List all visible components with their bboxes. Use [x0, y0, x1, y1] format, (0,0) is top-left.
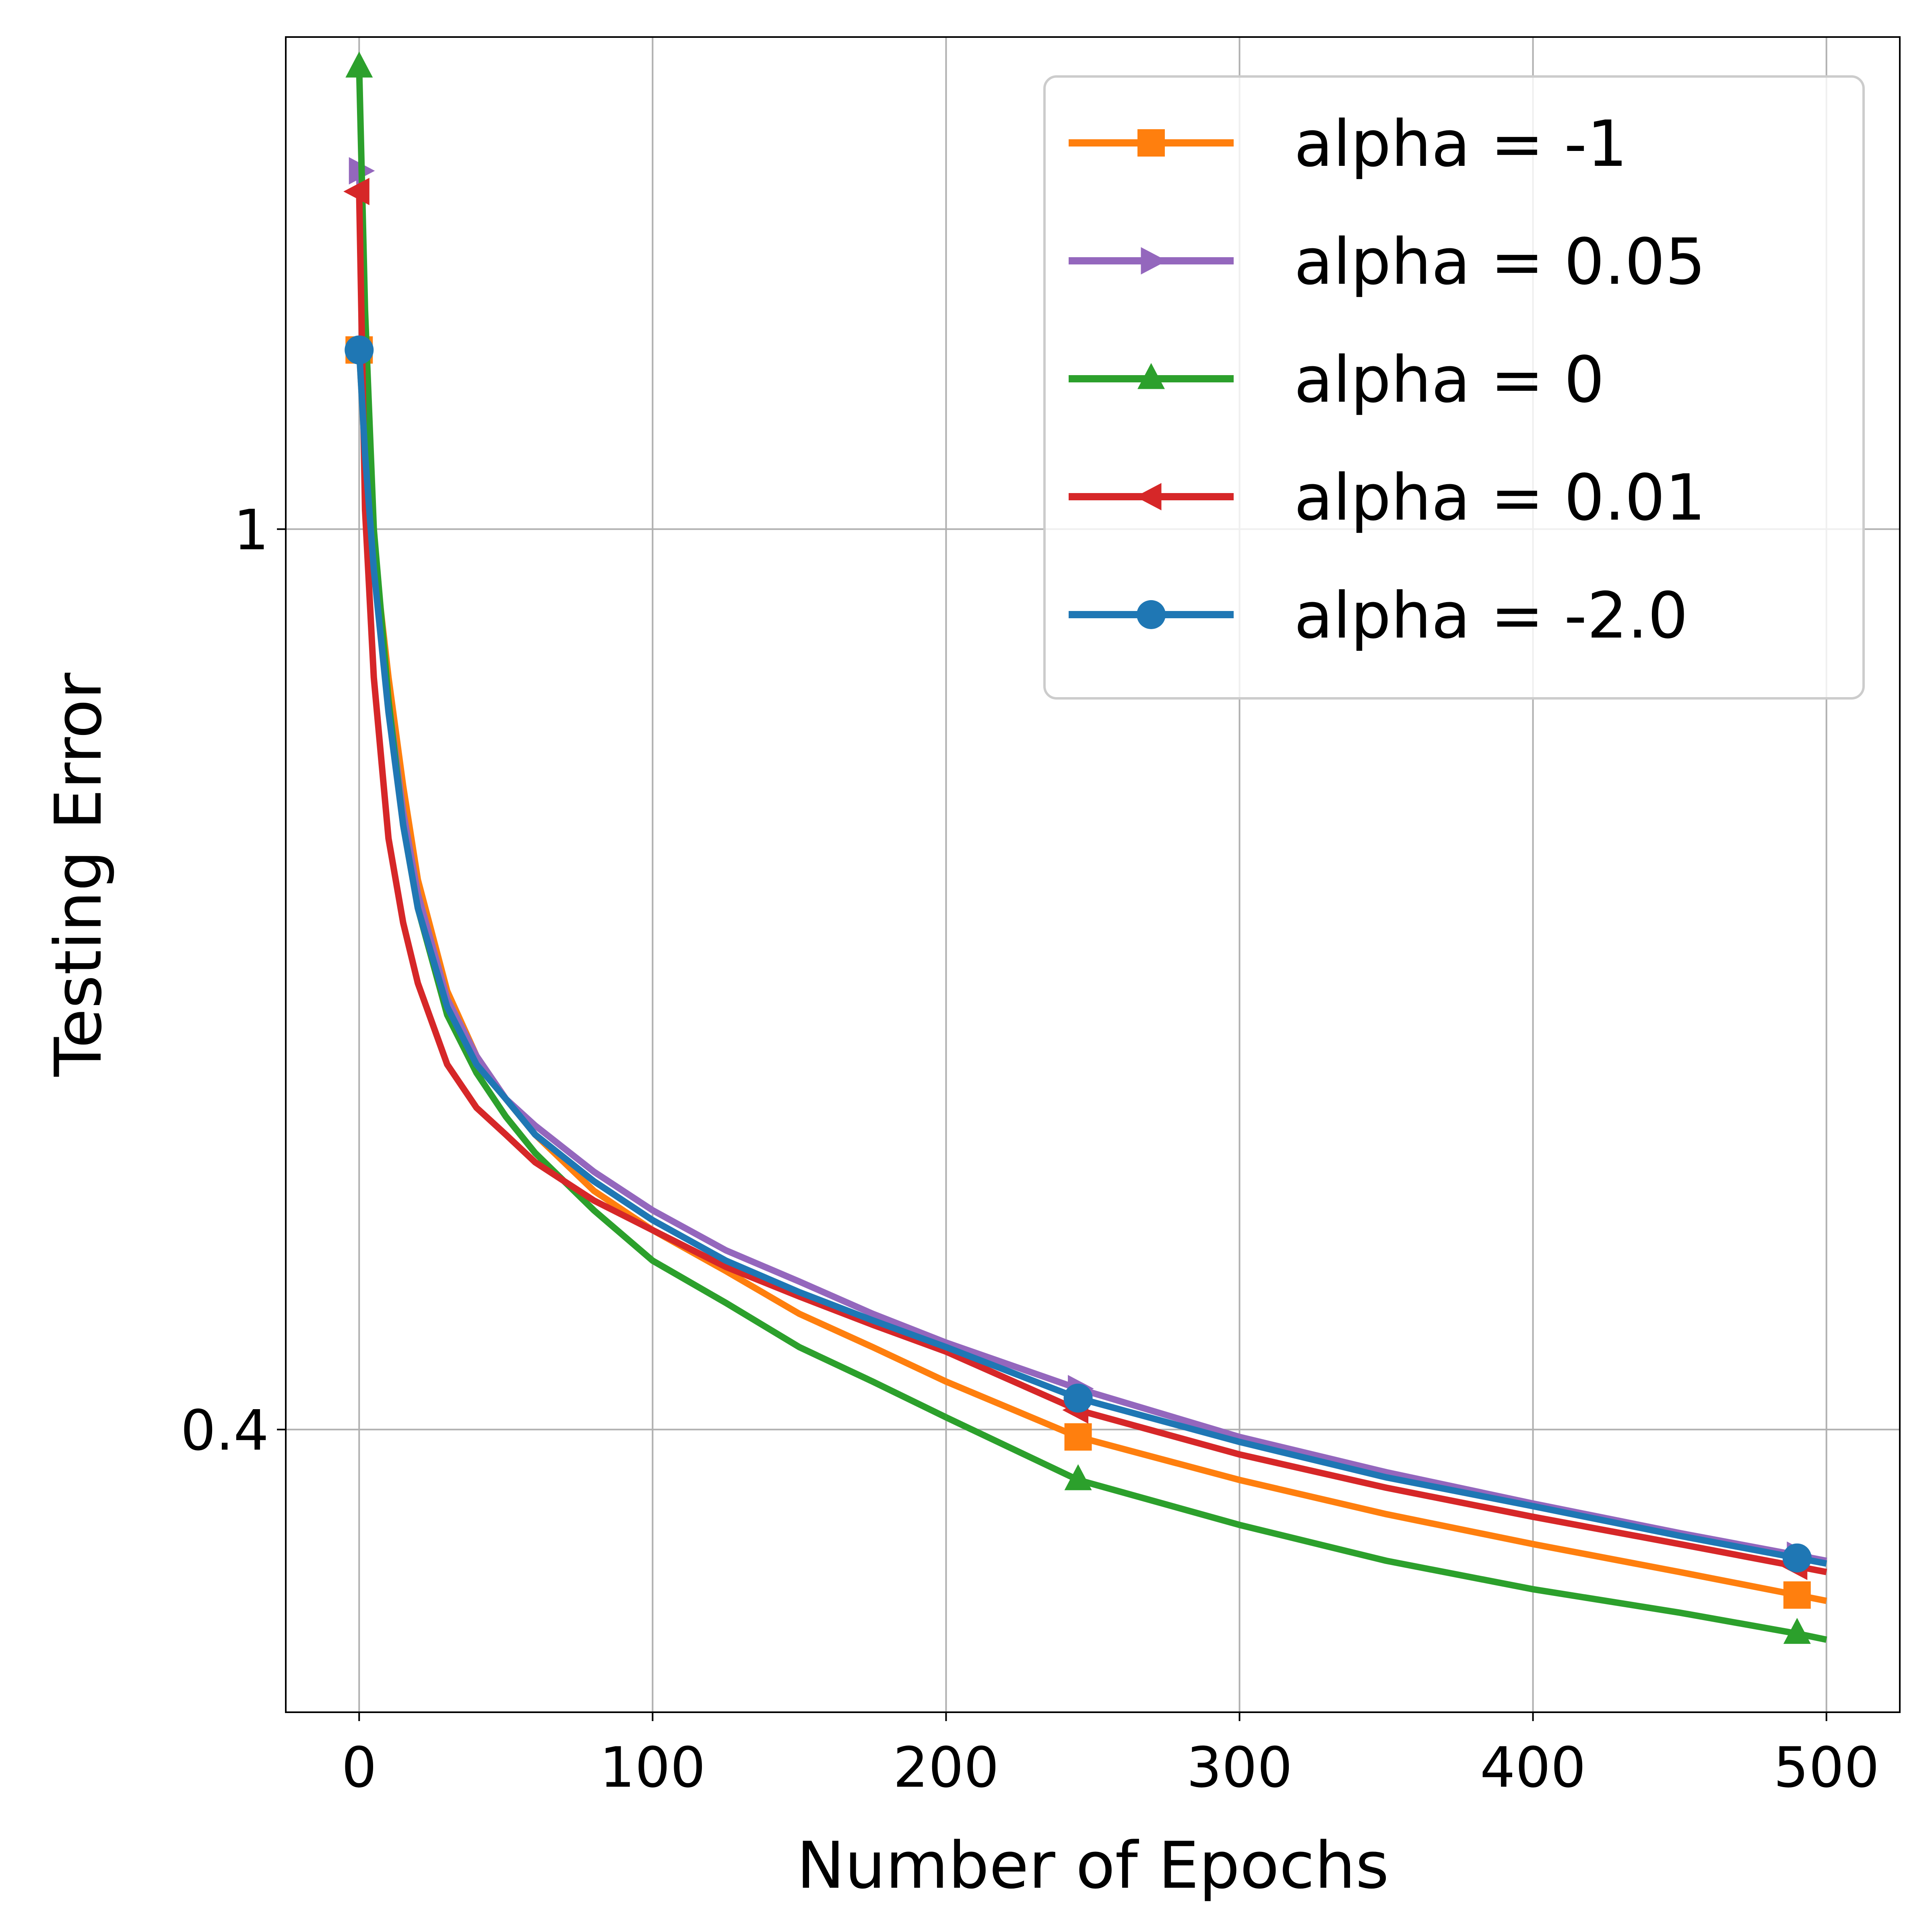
data-point-marker [1064, 1464, 1092, 1490]
y-axis-label: Testing Error [41, 673, 116, 1077]
series-line [356, 191, 1827, 1575]
x-tick-label: 300 [1187, 1735, 1292, 1800]
data-point-marker [345, 335, 374, 365]
legend-marker [1137, 129, 1165, 157]
x-tick-label: 500 [1773, 1735, 1879, 1800]
x-tick-label: 400 [1480, 1735, 1586, 1800]
legend-box [1043, 75, 1865, 700]
x-axis-label: Number of Epochs [797, 1828, 1389, 1903]
legend-marker [1135, 483, 1162, 510]
legend-label: alpha = 0 [1294, 343, 1604, 417]
x-tick-label: 200 [893, 1735, 999, 1800]
series-alpha-2_0 [345, 335, 1827, 1573]
legend-label: alpha = -2.0 [1294, 579, 1688, 653]
data-point-marker [343, 178, 369, 205]
legend-entries: alpha = -1 alpha = 0.05 alpha = 0 alpha = 0… [1069, 107, 1706, 653]
legend-marker [1141, 247, 1167, 275]
y-tick-label: 0.4 [181, 1398, 269, 1463]
data-point-marker [1782, 1543, 1812, 1573]
data-point-marker [1064, 1423, 1092, 1451]
plot-frame [285, 36, 1901, 1713]
legend-label: alpha = 0.05 [1294, 225, 1706, 299]
data-point-marker [345, 52, 373, 78]
axis-ticks: 0 100 200 300 400 500 0.4 1 [181, 498, 1880, 1800]
data-point-marker [1063, 1383, 1093, 1413]
legend-marker [1137, 363, 1165, 389]
x-tick-label: 0 [341, 1735, 377, 1800]
legend: alpha = -1 alpha = 0.05 alpha = 0 alpha = 0… [1043, 75, 1865, 700]
data-point-marker [1783, 1581, 1811, 1609]
series-group [343, 52, 1827, 1644]
legend-label: alpha = -1 [1294, 107, 1627, 181]
series-line [356, 350, 1827, 1567]
legend-marker [1137, 600, 1166, 629]
y-tick-label: 1 [233, 498, 269, 563]
legend-label: alpha = 0.01 [1294, 461, 1706, 535]
data-point-marker [1783, 1618, 1811, 1644]
x-tick-label: 100 [600, 1735, 706, 1800]
